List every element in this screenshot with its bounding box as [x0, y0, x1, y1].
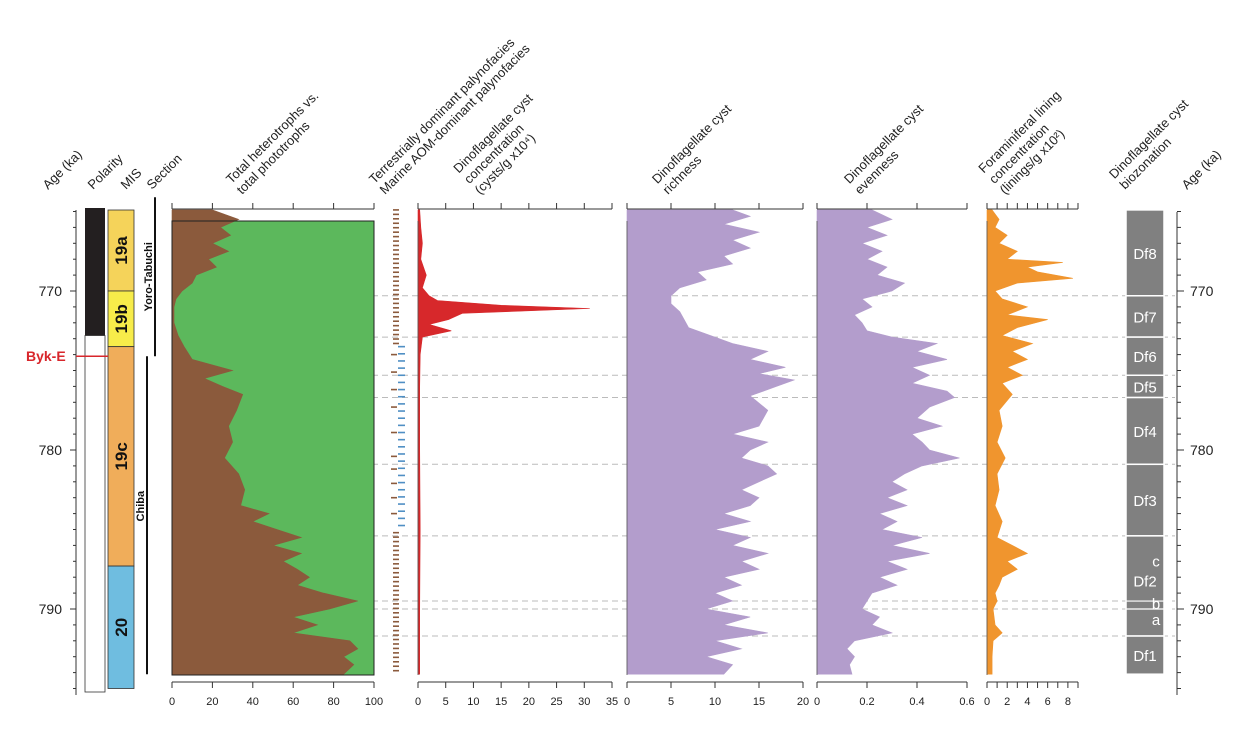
dino_evenness-area: [816, 209, 960, 675]
mis-stage-label-19b: 19b: [112, 304, 131, 333]
dino_richness-tick-label: 5: [668, 696, 674, 708]
polarity-header-line-1: Polarity: [85, 151, 127, 193]
biozone-label-Df1: Df1: [1133, 648, 1156, 665]
section-label-Chiba: Chiba: [135, 490, 147, 521]
age-right-tick-label: 780: [1190, 442, 1214, 458]
mis-stage-19c: [107, 346, 135, 567]
dino_concentration-tick-label: 10: [467, 696, 479, 708]
heterotrophs-tick-label: 100: [365, 696, 383, 708]
biozone-label-Df8: Df8: [1133, 246, 1156, 263]
biozone-Df1: [1125, 635, 1165, 675]
panel-palynofacies: [391, 209, 405, 672]
foram_lining-tick-label: 8: [1065, 696, 1071, 708]
foram_lining-area: [986, 209, 1073, 675]
panel-heterotrophs: 0 20 40 60 80 100: [169, 203, 383, 708]
dino_concentration-tick-label: 0: [415, 696, 421, 708]
mis-stage-19a: [107, 209, 135, 292]
section-label-Yoro-Tabuchi: Yoro-Tabuchi: [143, 242, 155, 311]
heterotrophs-tick-label: 60: [287, 696, 299, 708]
dino_richness-tick-label: 0: [624, 696, 630, 708]
heterotrophs-tick-label: 0: [169, 696, 175, 708]
mis-stage-label-19a: 19a: [112, 236, 131, 265]
age-left-tick-label: 790: [39, 601, 63, 617]
age-right-header: Age (ka): [1179, 147, 1224, 192]
dino_concentration-tick-label: 30: [578, 696, 590, 708]
mis-stage-20: [107, 565, 135, 689]
subzone-label-b: b: [1152, 596, 1160, 613]
polarity-column: [84, 208, 106, 693]
dino_concentration-tick-label: 5: [443, 696, 449, 708]
age-axis-right: 770 780 790: [1176, 211, 1214, 695]
heterotrophs-title: Total heterotrophs vs.total phototrophs: [223, 88, 321, 197]
dino_evenness-tick-label: 0: [814, 696, 820, 708]
section-header: Section: [144, 151, 185, 192]
panel-foram_lining: 0 2 4 6 8: [984, 203, 1079, 708]
byk-e-label: Byk-E: [26, 348, 66, 364]
age-axis-left: 770 780 790: [39, 210, 77, 695]
mis-stage-label-19c: 19c: [112, 442, 131, 470]
mis-header-line-1: MIS: [118, 165, 145, 192]
subzone-label-a: a: [1152, 612, 1161, 629]
heterotrophs-tick-label: 80: [327, 696, 339, 708]
foram_lining-tick-label: 0: [984, 696, 990, 708]
heterotrophs-tick-label: 20: [206, 696, 218, 708]
dino_evenness-tick-label: 0.4: [909, 696, 924, 708]
foram_lining-tick-label: 4: [1024, 696, 1030, 708]
dino_concentration-tick-label: 20: [523, 696, 535, 708]
panel-dino_concentration: 0 5 10 15 20 25 30 35: [415, 203, 618, 708]
dino_concentration-tick-label: 15: [495, 696, 507, 708]
biozone-label-Df2: Df2: [1133, 573, 1156, 590]
biozone-label-Df7: Df7: [1133, 309, 1156, 326]
dino_concentration-area: [417, 209, 590, 675]
dino_richness-tick-label: 20: [797, 696, 809, 708]
heterotrophs-area: [171, 209, 359, 675]
dino_evenness-tick-label: 0.6: [959, 696, 974, 708]
dino_concentration-tick-label: 25: [550, 696, 562, 708]
biozone-Df2: [1125, 535, 1165, 637]
polarity-normal-block: [84, 335, 106, 693]
biozonation-column: Df8 Df7 Df6 Df5 Df4 Df3 Df2 Df1 c ba: [1125, 209, 1170, 675]
section-header-line-1: Section: [144, 151, 185, 192]
dino_evenness-tick-label: 0.2: [859, 696, 874, 708]
biozone-label-Df5: Df5: [1133, 379, 1156, 396]
dino_concentration-tick-label: 35: [606, 696, 618, 708]
biozone-Df3: [1125, 463, 1165, 537]
polarity-reversed-block: [85, 208, 105, 336]
age-right-header-line-1: Age (ka): [1179, 147, 1224, 192]
polarity-header: Polarity: [85, 151, 127, 193]
age-left-tick-label: 780: [39, 442, 63, 458]
age-right-tick-label: 770: [1190, 283, 1214, 299]
mis-column: 19a 19b 19c 20: [107, 209, 135, 689]
heterotrophs-frame: [171, 220, 375, 676]
dino_richness-tick-label: 10: [709, 696, 721, 708]
mis-header: MIS: [118, 165, 145, 192]
biozone-label-Df4: Df4: [1133, 424, 1156, 441]
foram_lining-tick-label: 2: [1004, 696, 1010, 708]
biozone-label-Df3: Df3: [1133, 493, 1156, 510]
biozone-label-Df6: Df6: [1133, 349, 1156, 366]
subzone-label-c: c: [1152, 553, 1160, 570]
foram_lining-title: Foraminiferal liningconcentration(lining…: [975, 88, 1067, 197]
age-left-header-line-1: Age (ka): [40, 147, 85, 192]
section-column: Yoro-Tabuchi Chiba: [135, 197, 156, 675]
dino_richness-area: [626, 209, 796, 675]
mis-stage-label-20: 20: [112, 618, 131, 637]
panel-dino_richness: 0 5 10 15 20: [624, 203, 809, 708]
heterotrophs-title-line-1: Total heterotrophs vs.: [223, 88, 321, 186]
age-left-header: Age (ka): [40, 147, 85, 192]
foram_lining-tick-label: 6: [1045, 696, 1051, 708]
age-left-tick-label: 770: [39, 283, 63, 299]
panel-dino_evenness: 0 0.2 0.4 0.6: [814, 203, 975, 708]
heterotrophs-tick-label: 40: [247, 696, 259, 708]
age-right-tick-label: 790: [1190, 601, 1214, 617]
dino_richness-tick-label: 15: [753, 696, 765, 708]
mis-stage-19b: [107, 290, 135, 348]
